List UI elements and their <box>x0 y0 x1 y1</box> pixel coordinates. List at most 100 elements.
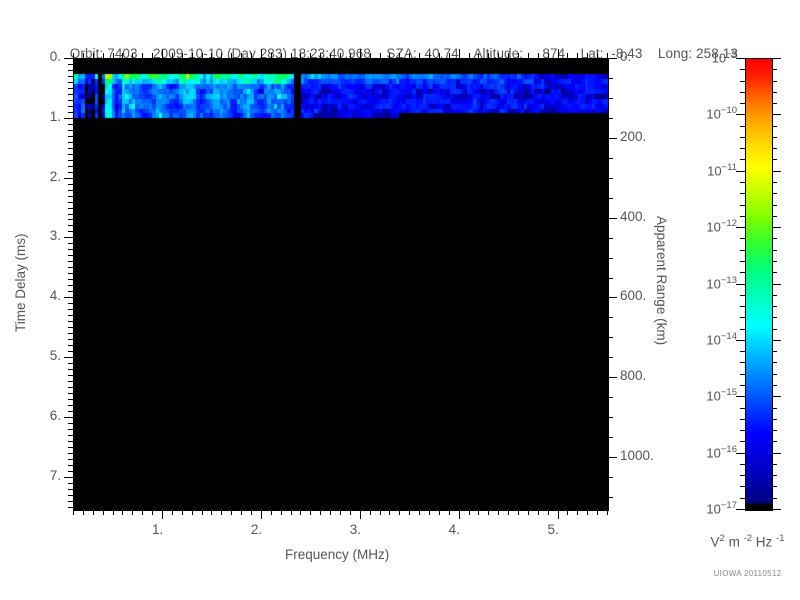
colorbar-major-tick-right <box>772 284 781 285</box>
y-axis-right-minor-tick <box>608 357 613 358</box>
colorbar-minor-tick-right <box>772 193 777 194</box>
y-axis-left-ticklabel: 0. <box>49 49 61 64</box>
x-axis-minor-tick <box>597 510 598 515</box>
colorbar-minor-tick-right <box>772 486 777 487</box>
colorbar-minor-tick-left <box>740 92 745 93</box>
colorbar-minor-tick-left <box>740 272 745 273</box>
x-axis-minor-tick <box>478 510 479 515</box>
x-axis-top-tick <box>122 53 123 58</box>
colorbar-minor-tick-left <box>740 464 745 465</box>
y-axis-left-minor-tick <box>68 249 73 250</box>
x-axis-minor-tick <box>498 510 499 515</box>
y-axis-left-title: Time Delay (ms) <box>13 232 28 332</box>
y-axis-left-major-tick <box>64 297 73 298</box>
colorbar-minor-tick-right <box>772 374 777 375</box>
colorbar-minor-tick-left <box>740 126 745 127</box>
y-axis-left-minor-tick <box>68 291 73 292</box>
y-axis-left-minor-tick <box>68 387 73 388</box>
colorbar-units-label: V2 m -2 Hz -1 <box>710 533 785 550</box>
x-axis-minor-tick <box>211 510 212 515</box>
colorbar-major-tick-right <box>772 509 781 510</box>
colorbar-major-tick-right <box>772 58 781 59</box>
colorbar-minor-tick-left <box>740 148 745 149</box>
colorbar-major-tick-left <box>736 509 745 510</box>
colorbar-minor-tick-right <box>772 351 777 352</box>
colorbar-major-tick-left <box>736 114 745 115</box>
x-axis-top-tick <box>439 53 440 58</box>
x-axis-minor-tick <box>439 510 440 515</box>
x-axis-minor-tick <box>577 510 578 515</box>
radargram-heatmap <box>74 59 608 510</box>
colorbar-minor-tick-right <box>772 317 777 318</box>
x-axis-minor-tick <box>409 510 410 515</box>
x-axis-minor-tick <box>73 510 74 515</box>
y-axis-left-major-tick <box>64 178 73 179</box>
colorbar-major-tick-left <box>736 284 745 285</box>
y-axis-left-minor-tick <box>68 501 73 502</box>
x-axis-top-tick <box>399 53 400 58</box>
colorbar-minor-tick-right <box>772 362 777 363</box>
colorbar-minor-tick-right <box>772 92 777 93</box>
y-axis-left-minor-tick <box>68 333 73 334</box>
y-axis-left-minor-tick <box>68 339 73 340</box>
x-axis-top-tick <box>182 53 183 58</box>
colorbar-minor-tick-left <box>740 250 745 251</box>
colorbar-minor-tick-right <box>772 238 777 239</box>
y-axis-left-minor-tick <box>68 507 73 508</box>
colorbar-ticklabel: 10−11 <box>707 162 737 179</box>
colorbar-ticklabel: 10−13 <box>706 275 737 292</box>
x-axis-top-tick <box>449 53 450 58</box>
colorbar-minor-tick-left <box>740 159 745 160</box>
colorbar-major-tick-left <box>736 58 745 59</box>
y-axis-left-minor-tick <box>68 285 73 286</box>
colorbar-minor-tick-left <box>740 441 745 442</box>
colorbar-minor-tick-right <box>772 261 777 262</box>
y-axis-left-ticklabel: 1. <box>49 108 61 124</box>
colorbar-major-tick-left <box>736 396 745 397</box>
x-axis-top-tick <box>241 53 242 58</box>
y-axis-left-minor-tick <box>68 100 73 101</box>
y-axis-right-minor-tick <box>608 317 613 318</box>
colorbar-minor-tick-left <box>740 475 745 476</box>
x-axis-minor-tick <box>93 510 94 515</box>
y-axis-left-ticklabel: 6. <box>49 407 61 423</box>
x-axis-minor-tick <box>310 510 311 515</box>
colorbar-minor-tick-right <box>772 81 777 82</box>
x-axis-top-tick <box>577 53 578 58</box>
colorbar-minor-tick-right <box>772 216 777 217</box>
y-axis-left-minor-tick <box>68 435 73 436</box>
y-axis-left-minor-tick <box>68 124 73 125</box>
colorbar-minor-tick-right <box>772 205 777 206</box>
y-axis-right-ticklabel: 800. <box>620 368 647 384</box>
colorbar-minor-tick-left <box>740 374 745 375</box>
y-axis-right-ticklabel: 0. <box>620 49 632 64</box>
y-axis-right-ticklabel: 200. <box>620 128 647 144</box>
x-axis-major-tick <box>360 510 361 519</box>
x-axis-top-tick <box>172 53 173 58</box>
x-axis-minor-tick <box>192 510 193 515</box>
y-axis-right-major-tick <box>608 218 617 219</box>
x-axis-top-tick <box>459 49 460 58</box>
x-axis-top-tick <box>607 53 608 58</box>
colorbar-major-tick-left <box>736 227 745 228</box>
y-axis-left-minor-tick <box>68 261 73 262</box>
x-axis-minor-tick <box>182 510 183 515</box>
colorbar-major-tick-right <box>772 453 781 454</box>
y-axis-left-minor-tick <box>68 441 73 442</box>
x-axis-top-tick <box>409 53 410 58</box>
y-axis-left-minor-tick <box>68 303 73 304</box>
y-axis-left-minor-tick <box>68 351 73 352</box>
x-axis-top-tick <box>83 53 84 58</box>
x-axis-minor-tick <box>330 510 331 515</box>
y-axis-left-minor-tick <box>68 489 73 490</box>
colorbar-minor-tick-right <box>772 430 777 431</box>
x-axis-minor-tick <box>291 510 292 515</box>
y-axis-left-minor-tick <box>68 495 73 496</box>
y-axis-left-minor-tick <box>68 219 73 220</box>
x-axis-ticklabel: 5. <box>547 522 559 537</box>
y-axis-right-title: Apparent Range (km) <box>654 215 669 345</box>
x-axis-minor-tick <box>607 510 608 515</box>
colorbar-minor-tick-right <box>772 385 777 386</box>
colorbar-minor-tick-right <box>772 329 777 330</box>
colorbar-minor-tick-right <box>772 408 777 409</box>
